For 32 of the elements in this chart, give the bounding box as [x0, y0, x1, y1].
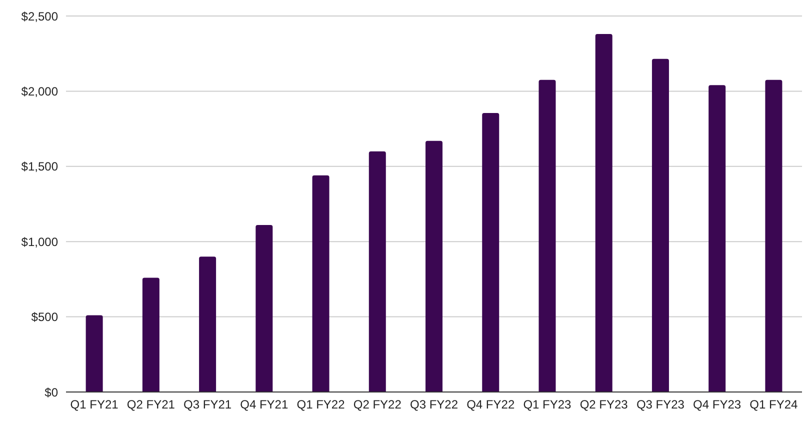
bar	[368, 151, 386, 392]
x-tick-label: Q4 FY21	[240, 398, 288, 412]
bar	[595, 34, 612, 392]
x-tick-label: Q1 FY23	[523, 398, 572, 412]
bar	[482, 113, 500, 392]
bar	[312, 175, 330, 392]
x-tick-label: Q3 FY23	[636, 398, 685, 412]
x-tick-label: Q2 FY21	[126, 398, 176, 412]
bar	[765, 80, 782, 392]
x-tick-label: Q4 FY22	[466, 398, 515, 412]
bar	[652, 58, 669, 392]
x-tick-label: Q2 FY23	[580, 398, 628, 412]
bar	[426, 140, 443, 392]
y-tick-label: $1,000	[21, 234, 58, 249]
x-tick-label: Q1 FY24	[750, 398, 798, 412]
y-tick-label: $2,000	[21, 84, 58, 98]
x-tick-label: Q3 FY22	[410, 398, 458, 412]
x-tick-label: Q4 FY23	[693, 398, 742, 412]
y-tick-label: $1,500	[21, 160, 58, 174]
bar	[86, 315, 103, 392]
x-tick-label: Q1 FY21	[70, 398, 119, 412]
bar	[142, 278, 160, 392]
bar	[538, 80, 556, 392]
x-tick-label: Q1 FY22	[296, 398, 346, 412]
x-tick-label: Q3 FY21	[184, 398, 232, 412]
bar	[256, 225, 273, 392]
bar	[199, 256, 216, 392]
y-tick-label: $500	[31, 310, 58, 324]
y-tick-label: $0	[44, 385, 58, 400]
y-tick-label: $2,500	[21, 9, 58, 24]
bar	[708, 85, 726, 392]
x-tick-label: Q2 FY22	[353, 398, 402, 412]
